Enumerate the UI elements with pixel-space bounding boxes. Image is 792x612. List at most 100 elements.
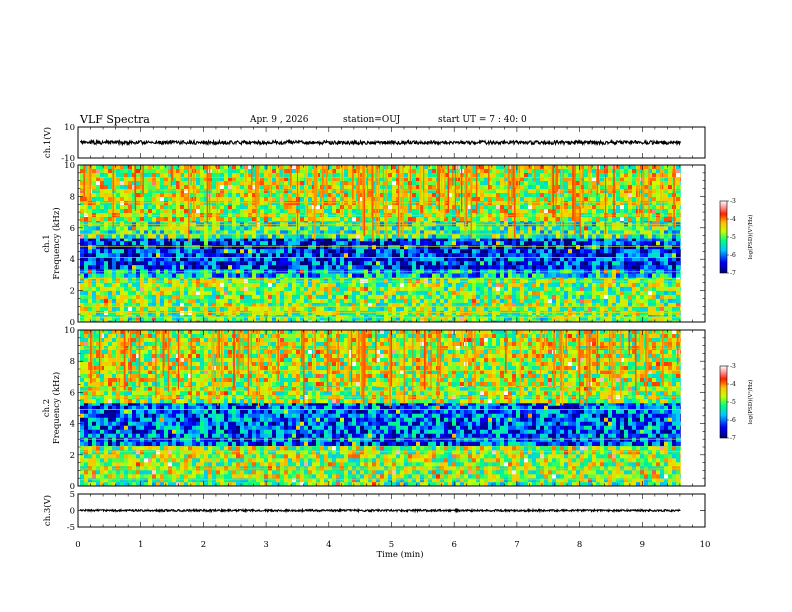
psd-cell bbox=[616, 316, 621, 321]
psd-cell bbox=[284, 230, 289, 235]
psd-cell bbox=[148, 241, 153, 246]
psd-cell bbox=[440, 245, 445, 250]
psd-cell bbox=[452, 169, 457, 174]
psd-cell bbox=[572, 294, 577, 300]
psd-cell bbox=[632, 320, 637, 322]
psd-cell bbox=[472, 320, 477, 322]
psd-cell bbox=[612, 234, 617, 239]
psd-cell bbox=[160, 273, 165, 278]
psd-cell bbox=[132, 177, 137, 182]
psd-cell bbox=[128, 165, 133, 170]
psd-cell bbox=[96, 245, 101, 250]
psd-cell bbox=[324, 294, 329, 300]
psd-cell bbox=[672, 310, 677, 316]
psd-cell bbox=[388, 241, 393, 246]
psd-cell bbox=[160, 234, 165, 239]
psd-cell bbox=[380, 282, 385, 288]
psd-cell bbox=[240, 286, 245, 292]
psd-cell bbox=[128, 169, 133, 174]
psd-cell bbox=[308, 273, 313, 278]
psd-cell bbox=[468, 265, 473, 270]
psd-cell bbox=[320, 237, 325, 242]
psd-cell bbox=[116, 241, 121, 246]
psd-cell bbox=[396, 253, 401, 258]
psd-cell bbox=[96, 234, 101, 239]
psd-cell bbox=[612, 261, 617, 266]
psd-cell bbox=[548, 282, 553, 288]
psd-cell bbox=[224, 261, 229, 266]
psd-cell bbox=[188, 273, 193, 278]
psd-cell bbox=[544, 245, 549, 250]
psd-cell bbox=[524, 173, 529, 178]
psd-cell bbox=[344, 253, 349, 258]
psd-cell bbox=[636, 234, 641, 239]
psd-cell bbox=[164, 226, 169, 231]
psd-cell bbox=[144, 165, 149, 170]
psd-cell bbox=[532, 257, 537, 262]
psd-cell bbox=[180, 253, 185, 258]
psd-cell bbox=[300, 245, 305, 250]
psd-cell bbox=[288, 320, 293, 322]
psd-cell bbox=[464, 290, 469, 296]
psd-cell bbox=[116, 294, 121, 300]
psd-cell bbox=[524, 298, 529, 304]
psd-cell bbox=[596, 306, 601, 312]
psd-cell bbox=[236, 234, 241, 239]
psd-cell bbox=[224, 320, 229, 322]
psd-cell bbox=[420, 290, 425, 296]
psd-cell bbox=[220, 226, 225, 231]
psd-cell bbox=[544, 237, 549, 242]
psd-cell bbox=[676, 257, 681, 262]
psd-cell bbox=[608, 310, 613, 316]
psd-cell bbox=[392, 290, 397, 296]
psd-cell bbox=[304, 237, 309, 242]
psd-cell bbox=[440, 241, 445, 246]
psd-cell bbox=[104, 257, 109, 262]
psd-cell bbox=[636, 249, 641, 254]
psd-cell bbox=[204, 234, 209, 239]
psd-cell bbox=[288, 261, 293, 266]
psd-cell bbox=[216, 294, 221, 300]
psd-cell bbox=[276, 265, 281, 270]
psd-cell bbox=[156, 290, 161, 296]
psd-cell bbox=[336, 316, 341, 321]
psd-cell bbox=[104, 294, 109, 300]
psd-cell bbox=[532, 265, 537, 270]
psd-cell bbox=[324, 306, 329, 312]
psd-cell bbox=[616, 253, 621, 258]
psd-cell bbox=[428, 226, 433, 231]
psd-cell bbox=[256, 241, 261, 246]
psd-cell bbox=[244, 241, 249, 246]
psd-cell bbox=[460, 241, 465, 246]
psd-cell bbox=[408, 282, 413, 288]
psd-cell bbox=[380, 237, 385, 242]
psd-cell bbox=[304, 234, 309, 239]
psd-cell bbox=[388, 265, 393, 270]
psd-cell bbox=[580, 169, 585, 174]
psd-cell bbox=[588, 226, 593, 231]
psd-cell bbox=[420, 241, 425, 246]
psd-cell bbox=[600, 241, 605, 246]
psd-cell bbox=[636, 230, 641, 235]
psd-cell bbox=[144, 261, 149, 266]
psd-cell bbox=[492, 282, 497, 288]
psd-cell bbox=[96, 169, 101, 174]
psd-cell bbox=[240, 290, 245, 296]
psd-cell bbox=[372, 249, 377, 254]
psd-cell bbox=[616, 302, 621, 308]
psd-cell bbox=[268, 245, 273, 250]
psd-cell bbox=[140, 173, 145, 178]
psd-cell bbox=[148, 302, 153, 308]
psd-cell bbox=[292, 234, 297, 239]
psd-cell bbox=[444, 282, 449, 288]
psd-cell bbox=[352, 249, 357, 254]
psd-cell bbox=[588, 316, 593, 321]
psd-cell bbox=[536, 257, 541, 262]
psd-cell bbox=[272, 237, 277, 242]
psd-cell bbox=[112, 261, 117, 266]
psd-cell bbox=[432, 249, 437, 254]
psd-cell bbox=[84, 316, 89, 321]
psd-cell bbox=[556, 237, 561, 242]
psd-cell bbox=[220, 290, 225, 296]
